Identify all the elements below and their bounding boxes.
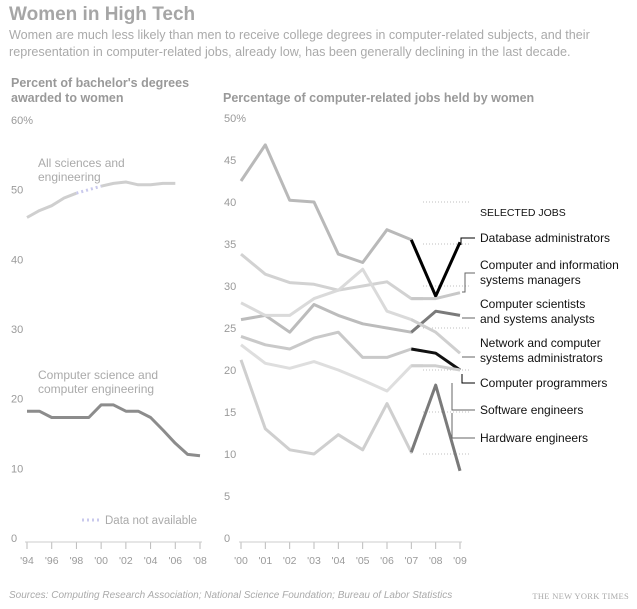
left-x-tick-label: '08: [193, 555, 207, 567]
right-y-tick-label: 20: [224, 365, 236, 377]
legend-data-not-available: Data not available: [105, 515, 197, 527]
left-y-tick-label: 10: [11, 463, 23, 475]
sources-note: Sources: Computing Research Association;…: [9, 590, 453, 601]
right-y-tick-label: 25: [224, 323, 236, 335]
right-x-tick-label: '02: [283, 555, 297, 567]
left-y-tick-label: 0: [11, 533, 17, 545]
highlight-database-administrators: [409, 239, 462, 298]
left-y-tick-label: 60%: [11, 115, 33, 127]
label-all-sciences: All sciences and engineering: [38, 156, 125, 184]
left-x-tick-label: '94: [20, 555, 34, 567]
left-x-tick-label: '04: [144, 555, 158, 567]
right-y-tick-label: 10: [224, 449, 236, 461]
line-all-sciences: [26, 180, 176, 219]
right-x-tick-label: '05: [356, 555, 370, 567]
legend-label-hardware-engineers: Hardware engineers: [480, 431, 588, 445]
right-y-tick-label: 50%: [224, 113, 246, 125]
left-x-tick-label: '06: [168, 555, 182, 567]
line-computer-science: [27, 403, 201, 458]
left-x-tick-label: '00: [94, 555, 108, 567]
left-chart-title: Percent of bachelor's degrees awarded to…: [11, 76, 190, 105]
highlight-hardware-engineers: [409, 383, 462, 472]
legend-leader-line: [461, 374, 475, 384]
right-chart-title: Percentage of computer-related jobs held…: [223, 91, 535, 105]
highlight-computer-and-information-systems-managers: [411, 291, 461, 301]
right-y-tick-label: 40: [224, 197, 236, 209]
right-x-tick-label: '06: [380, 555, 394, 567]
highlight-network-and-computer-systems-administrators: [410, 318, 461, 355]
legend-leader-line: [451, 413, 475, 439]
label-computer-science: Computer science and computer engineering: [38, 368, 158, 396]
left-x-tick-label: '96: [45, 555, 59, 567]
left-y-tick-label: 50: [11, 185, 23, 197]
legend-label-computer-programmers: Computer programmers: [480, 376, 607, 390]
legend-label-computer-and-information-systems-managers: Computer and information systems managers: [480, 258, 619, 287]
legend-label-network-and-computer-systems-administrators: Network and computer systems administrato…: [480, 336, 603, 365]
legend-leader-line: [460, 237, 475, 245]
legend-label-database-administrators: Database administrators: [480, 231, 610, 245]
legend-title: SELECTED JOBS: [480, 207, 566, 219]
left-y-tick-label: 20: [11, 394, 23, 406]
page-title: Women in High Tech: [9, 4, 196, 25]
right-y-tick-label: 5: [224, 491, 230, 503]
left-x-tick-label: '98: [70, 555, 84, 567]
page-subtitle: Women are much less likely than men to r…: [9, 28, 590, 59]
credit-label: THE NEW YORK TIMES: [532, 591, 629, 601]
right-y-tick-label: 30: [224, 281, 236, 293]
right-x-tick-label: '08: [429, 555, 443, 567]
right-x-tick-label: '00: [234, 555, 248, 567]
right-x-tick-label: '09: [453, 555, 467, 567]
legend-panel: [423, 191, 635, 459]
right-x-tick-label: '04: [331, 555, 345, 567]
highlight-software-engineers: [411, 364, 461, 372]
legend-label-software-engineers: Software engineers: [480, 403, 583, 417]
gap-all-sciences: [76, 184, 102, 195]
right-y-tick-label: 0: [224, 533, 230, 545]
right-x-tick-label: '07: [404, 555, 418, 567]
right-x-tick-label: '03: [307, 555, 321, 567]
left-y-tick-label: 40: [11, 254, 23, 266]
legend-leader-line: [451, 383, 475, 411]
highlight-computer-programmers: [411, 347, 461, 372]
right-y-tick-label: 15: [224, 407, 236, 419]
legend-leader-line: [462, 272, 475, 293]
right-y-tick-label: 45: [224, 155, 236, 167]
left-x-tick-label: '02: [119, 555, 133, 567]
right-x-tick-label: '01: [258, 555, 272, 567]
legend-label-computer-scientists-and-systems-analysts: Computer scientists and systems analysts: [480, 297, 595, 326]
right-y-tick-label: 35: [224, 239, 236, 251]
left-y-tick-label: 30: [11, 324, 23, 336]
